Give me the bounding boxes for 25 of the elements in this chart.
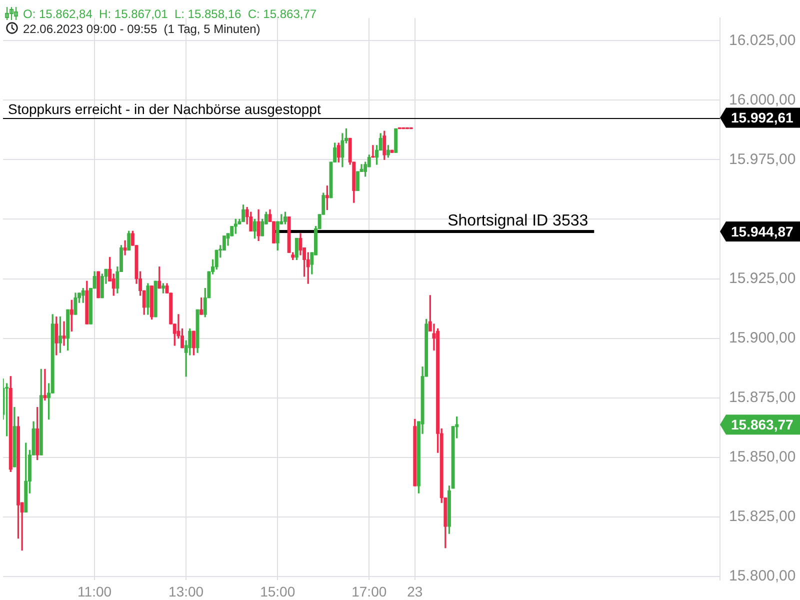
y-tick-label: 15.925,00 — [729, 270, 796, 287]
chart-title: O: 15.862,84 H: 15.867,01 L: 15.858,16 C: 15.863,77 — [23, 7, 317, 21]
y-tick-label: 16.025,00 — [729, 32, 796, 49]
x-tick-label: 23 — [407, 583, 423, 600]
y-tick-label: 15.800,00 — [729, 568, 796, 585]
candlestick — [371, 145, 375, 158]
y-tick-label: 15.850,00 — [729, 448, 796, 466]
text: 15.863,77 — [731, 416, 794, 432]
y-tick-label: 15.944,87 — [731, 223, 794, 240]
y-tick-label: 15.825,00 — [729, 508, 796, 526]
x-tick-label: 13:00 — [168, 583, 204, 600]
annotation: Shortsignal ID 3533 — [448, 212, 588, 230]
y-tick-label: 15.875,00 — [729, 388, 796, 406]
candlestick — [43, 368, 47, 401]
candlestick — [62, 321, 66, 346]
annotation: Stoppkurs erreicht - in der Nachbörse ausgestoppt — [8, 100, 321, 117]
candlestick — [123, 240, 127, 256]
y-tick-label: 16.000,00 — [729, 91, 796, 108]
x-tick-label: 17:00 — [352, 583, 387, 600]
x-tick-label: 15:00 — [260, 583, 296, 600]
ref-line-label: 15.992,61 — [731, 110, 794, 126]
chart-subtitle: 22.06.2023 09:00 - 09:55 (1 Tag, 5 Minuten) — [23, 22, 260, 36]
x-tick-label: 11:00 — [78, 583, 112, 600]
y-tick-label: 15.900,00 — [729, 329, 796, 346]
y-tick-label: 15.975,00 — [729, 150, 796, 168]
